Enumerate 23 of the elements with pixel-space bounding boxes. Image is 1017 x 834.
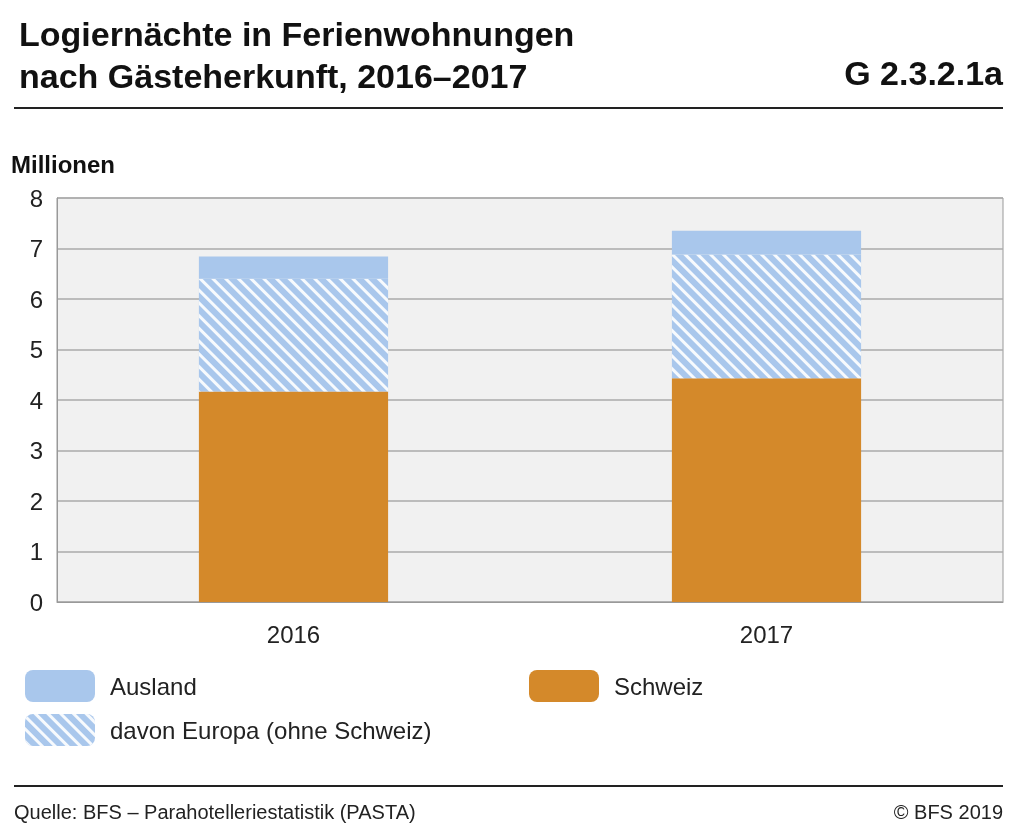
y-tick-label: 3 bbox=[29, 437, 43, 464]
bar bbox=[198, 256, 389, 279]
y-tick-label: 1 bbox=[29, 538, 43, 565]
bar bbox=[671, 378, 862, 602]
text: G 2.3.2.1a bbox=[844, 54, 1005, 92]
y-tick-label: 2 bbox=[29, 487, 43, 515]
y-tick-label: 8 bbox=[29, 184, 43, 212]
legend-label: Ausland bbox=[110, 672, 197, 700]
y-tick-label: 5 bbox=[29, 336, 43, 363]
text: © BFS 2019 bbox=[893, 801, 1004, 823]
legend-label: Schweiz bbox=[614, 672, 704, 700]
x-tick-label: 2017 bbox=[739, 620, 794, 648]
bar bbox=[198, 391, 389, 602]
y-tick-label: 0 bbox=[29, 588, 43, 616]
y-tick-label: 4 bbox=[29, 386, 43, 414]
y-tick-label: 6 bbox=[29, 285, 43, 313]
bar bbox=[671, 230, 862, 255]
y-axis-title: Millionen bbox=[11, 150, 115, 178]
y-tick-label: 7 bbox=[29, 235, 43, 262]
source-note: Quelle: BFS – Parahotelleriestatistik (PASTA) bbox=[14, 801, 416, 823]
x-tick-label: 2016 bbox=[266, 620, 321, 648]
legend-label: davon Europa (ohne Schweiz) bbox=[110, 716, 432, 744]
chart-title: Logiernächte in Ferienwohnungen nach Gästeherkunft, 2016–2017 bbox=[19, 15, 584, 95]
